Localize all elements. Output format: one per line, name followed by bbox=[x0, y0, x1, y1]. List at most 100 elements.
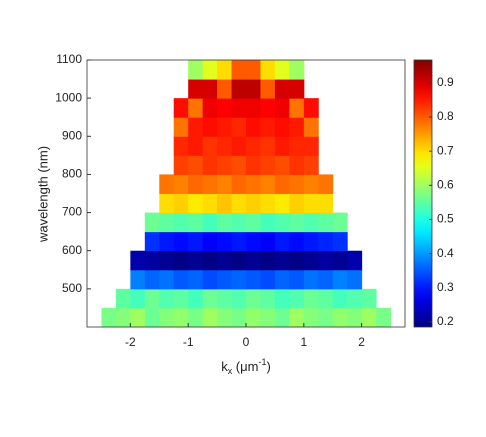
heatmap-cell bbox=[188, 307, 204, 328]
heatmap-cell bbox=[332, 231, 348, 252]
heatmap-cell bbox=[289, 155, 305, 175]
heatmap-cell bbox=[332, 250, 348, 271]
heatmap-cell bbox=[159, 174, 175, 194]
y-tick-label: 1000 bbox=[55, 90, 82, 104]
heatmap-cell bbox=[274, 136, 290, 156]
heatmap-cell bbox=[231, 231, 247, 252]
y-tick-label: 500 bbox=[62, 281, 82, 295]
heatmap-cell bbox=[303, 231, 319, 252]
heatmap-cell bbox=[202, 174, 218, 194]
heatmap-cell bbox=[173, 307, 189, 328]
heatmap-cell bbox=[159, 212, 175, 233]
heatmap-cell bbox=[144, 212, 160, 233]
colorbar-tick-label: 0.3 bbox=[437, 280, 454, 294]
heatmap-cell bbox=[260, 98, 276, 118]
heatmap-cell bbox=[246, 136, 261, 156]
y-tick-label: 600 bbox=[62, 243, 82, 257]
heatmap-cell bbox=[217, 98, 233, 118]
heatmap-cell bbox=[303, 136, 319, 156]
heatmap-cell bbox=[361, 288, 377, 309]
heatmap-cell bbox=[289, 288, 305, 309]
heatmap-cell bbox=[332, 288, 348, 309]
heatmap-cell bbox=[173, 288, 189, 309]
heatmap-cell bbox=[274, 79, 290, 99]
heatmap-cell bbox=[303, 98, 319, 118]
heatmap-cell bbox=[289, 79, 305, 99]
x-label-part: ) bbox=[266, 359, 270, 374]
heatmap-cell bbox=[303, 250, 319, 271]
heatmap-cell bbox=[188, 98, 204, 118]
heatmap-cells bbox=[101, 60, 392, 328]
heatmap-cell bbox=[274, 155, 290, 175]
heatmap-cell bbox=[217, 155, 233, 175]
heatmap-cell bbox=[289, 269, 305, 290]
heatmap-cell bbox=[260, 174, 276, 194]
heatmap-cell bbox=[144, 269, 160, 290]
heatmap-cell bbox=[260, 250, 276, 271]
heatmap-cell bbox=[173, 174, 189, 194]
heatmap-cell bbox=[159, 231, 175, 252]
heatmap-cell bbox=[246, 155, 261, 175]
heatmap-cell bbox=[246, 174, 261, 194]
heatmap-cell bbox=[274, 269, 290, 290]
heatmap-cell bbox=[173, 155, 189, 175]
heatmap-cell bbox=[202, 269, 218, 290]
heatmap-cell bbox=[289, 307, 305, 328]
x-axis-label: kx (μm-1) bbox=[221, 357, 271, 376]
heatmap-cell bbox=[347, 269, 363, 290]
heatmap-cell bbox=[101, 307, 117, 328]
heatmap-cell bbox=[318, 174, 334, 194]
heatmap-cell bbox=[188, 136, 204, 156]
heatmap-cell bbox=[246, 117, 261, 137]
x-label-part: (μm bbox=[232, 359, 258, 374]
heatmap-cell bbox=[115, 307, 131, 328]
heatmap-cell bbox=[173, 193, 189, 214]
heatmap-cell bbox=[303, 193, 319, 214]
y-tick-label: 700 bbox=[62, 205, 82, 219]
heatmap-cell bbox=[144, 250, 160, 271]
x-tick-label: -1 bbox=[183, 335, 194, 349]
x-tick-label: 0 bbox=[243, 335, 250, 349]
heatmap-cell bbox=[303, 155, 319, 175]
heatmap-cell bbox=[130, 250, 146, 271]
heatmap-cell bbox=[289, 193, 305, 214]
heatmap-cell bbox=[246, 269, 261, 290]
heatmap-cell bbox=[144, 288, 160, 309]
colorbar bbox=[413, 59, 433, 328]
colorbar-tick-label: 0.2 bbox=[437, 314, 454, 328]
heatmap-cell bbox=[231, 193, 247, 214]
heatmap-cell bbox=[246, 288, 261, 309]
heatmap-cell bbox=[260, 155, 276, 175]
heatmap-cell bbox=[217, 269, 233, 290]
heatmap-cell bbox=[274, 193, 290, 214]
heatmap-cell bbox=[202, 193, 218, 214]
y-tick-label: 800 bbox=[62, 167, 82, 181]
heatmap-cell bbox=[289, 250, 305, 271]
x-label-sup: -1 bbox=[258, 357, 266, 367]
heatmap-cell bbox=[332, 212, 348, 233]
heatmap-cell bbox=[231, 307, 247, 328]
colorbar-tick-label: 0.4 bbox=[437, 246, 454, 260]
heatmap-cell bbox=[289, 231, 305, 252]
colorbar-tick-label: 0.9 bbox=[437, 75, 454, 89]
heatmap-cell bbox=[260, 60, 276, 80]
heatmap-cell bbox=[289, 117, 305, 137]
heatmap-cell bbox=[289, 60, 305, 80]
heatmap-cell bbox=[318, 288, 334, 309]
heatmap-cell bbox=[246, 193, 261, 214]
heatmap-cell bbox=[274, 117, 290, 137]
colorbar-tick-label: 0.6 bbox=[437, 177, 454, 191]
heatmap-cell bbox=[173, 117, 189, 137]
heatmap-cell bbox=[217, 174, 233, 194]
heatmap-cell bbox=[231, 269, 247, 290]
heatmap-cell bbox=[217, 307, 233, 328]
heatmap-cell bbox=[217, 231, 233, 252]
heatmap-cell bbox=[274, 212, 290, 233]
heatmap-cell bbox=[144, 307, 160, 328]
heatmap-cell bbox=[231, 117, 247, 137]
heatmap-cell bbox=[202, 212, 218, 233]
heatmap-cell bbox=[202, 136, 218, 156]
heatmap-cell bbox=[188, 60, 204, 80]
heatmap-cell bbox=[130, 307, 146, 328]
